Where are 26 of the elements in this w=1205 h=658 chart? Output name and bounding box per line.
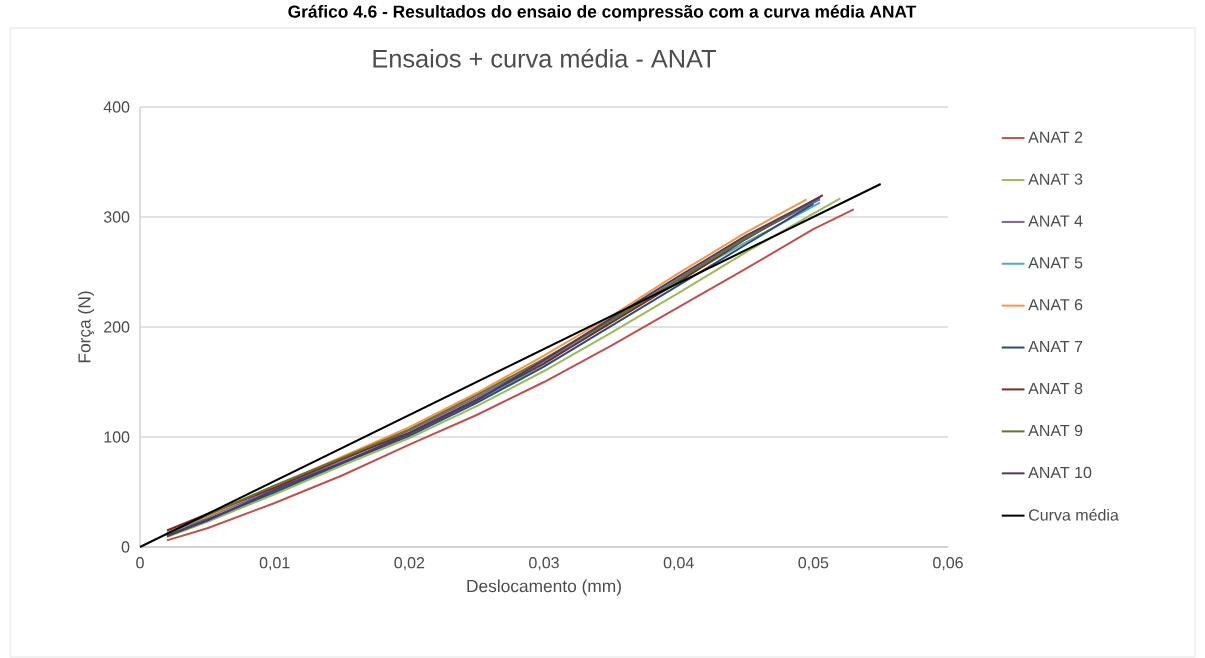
- y-tick-label: 400: [103, 101, 130, 113]
- legend-label: ANAT 4: [1028, 215, 1083, 227]
- y-tick-label: 100: [104, 431, 130, 443]
- x-tick-label: 0: [136, 557, 144, 569]
- x-tick-label: 0,01: [259, 557, 290, 571]
- legend-label: ANAT 6: [1028, 299, 1083, 311]
- x-tick-label: 0,05: [798, 557, 829, 571]
- legend-label: ANAT 7: [1028, 341, 1083, 353]
- legend-label: ANAT 5: [1028, 257, 1083, 269]
- legend-label: ANAT 2: [1028, 131, 1083, 143]
- y-tick-label: 300: [103, 211, 130, 223]
- legend-label: ANAT 10: [1028, 466, 1092, 479]
- y-axis-title: Força (N): [77, 291, 95, 363]
- x-tick-label: 0,02: [394, 557, 425, 571]
- y-tick-label: 0: [121, 541, 130, 553]
- legend-label: ANAT 3: [1028, 173, 1083, 185]
- text: Gráfico 4.6 - Resultados do ensaio de compressão com a curva média ANAT: [288, 4, 917, 22]
- x-tick-label: 0,03: [529, 557, 559, 571]
- legend-label: ANAT 9: [1028, 424, 1083, 437]
- legend-label: Curva média: [1029, 508, 1119, 521]
- legend-label: ANAT 8: [1028, 382, 1083, 395]
- x-tick-label: 0,04: [663, 557, 694, 571]
- x-axis-title: Deslocamento (mm): [467, 579, 621, 596]
- y-tick-label: 200: [104, 321, 130, 333]
- x-tick-label: 0,06: [933, 557, 963, 571]
- chart-title: Ensaios + curva média - ANAT: [373, 48, 716, 68]
